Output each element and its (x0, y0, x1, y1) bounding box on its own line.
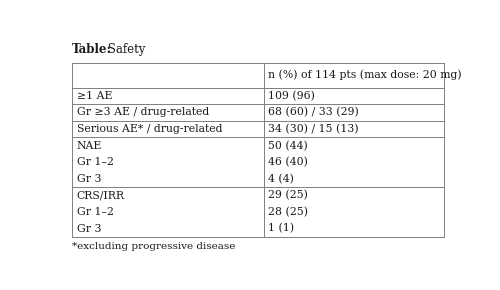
Text: CRS/IRR: CRS/IRR (77, 191, 125, 200)
Text: 46 (40): 46 (40) (268, 157, 308, 167)
Text: Gr 1–2: Gr 1–2 (77, 207, 114, 217)
Text: n (%) of 114 pts (max dose: 20 mg): n (%) of 114 pts (max dose: 20 mg) (268, 70, 462, 80)
Text: 50 (44): 50 (44) (268, 140, 308, 151)
Text: Table:: Table: (72, 43, 112, 56)
Text: ≥1 AE: ≥1 AE (77, 91, 112, 101)
Text: Serious AE* / drug-related: Serious AE* / drug-related (77, 124, 223, 134)
Text: 109 (96): 109 (96) (268, 91, 316, 101)
Text: 29 (25): 29 (25) (268, 190, 308, 201)
Text: 68 (60) / 33 (29): 68 (60) / 33 (29) (268, 107, 359, 118)
Text: *excluding progressive disease: *excluding progressive disease (72, 242, 235, 251)
Text: 1 (1): 1 (1) (268, 223, 294, 234)
Text: Gr 3: Gr 3 (77, 224, 102, 233)
Text: 34 (30) / 15 (13): 34 (30) / 15 (13) (268, 124, 359, 134)
Text: NAE: NAE (77, 141, 102, 151)
Text: Safety: Safety (104, 43, 146, 56)
Text: Gr ≥3 AE / drug-related: Gr ≥3 AE / drug-related (77, 108, 209, 117)
Text: Gr 3: Gr 3 (77, 174, 102, 184)
Text: 28 (25): 28 (25) (268, 207, 308, 217)
Text: 4 (4): 4 (4) (268, 174, 294, 184)
Text: Gr 1–2: Gr 1–2 (77, 157, 114, 167)
